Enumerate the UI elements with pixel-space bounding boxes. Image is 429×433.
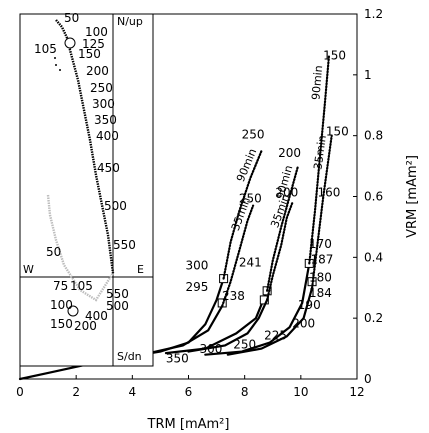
- inset-upper-label: 150: [78, 47, 101, 61]
- inset-lower-label: 550: [106, 287, 129, 301]
- inset-upper-label: 105: [34, 42, 57, 56]
- inset-lower-label: 75: [53, 279, 68, 293]
- series-line-10: [226, 286, 314, 356]
- temperature-label: 295: [185, 280, 208, 294]
- temperature-label: 150: [323, 49, 346, 63]
- inset-dot: [59, 69, 61, 71]
- inset-upper-label: 500: [104, 199, 127, 213]
- inset-lower-path: [46, 194, 115, 302]
- temperature-label: 241: [239, 255, 262, 269]
- x-tick-label: 6: [185, 385, 193, 399]
- inset-lower-label: 400: [85, 309, 108, 323]
- temperature-label: 300: [200, 342, 223, 356]
- inset-upper-label: 300: [92, 97, 115, 111]
- inset-lower-label: 105: [70, 279, 93, 293]
- x-tick-label: 2: [72, 385, 80, 399]
- temperature-label: 190: [298, 298, 321, 312]
- inset-lower-label: 200: [74, 319, 97, 333]
- series-line-1: [222, 149, 263, 280]
- y-tick-label: 0.4: [364, 250, 383, 264]
- y-tick-label: 0.8: [364, 129, 383, 143]
- series-line-8: [204, 262, 311, 356]
- temperature-label: 170: [309, 237, 332, 251]
- temperature-label: 350: [166, 351, 189, 365]
- temperature-label: 250: [233, 338, 256, 352]
- inset-label-east: E: [137, 263, 144, 276]
- series-line-11: [311, 134, 333, 289]
- x-axis-label: TRM [mAm²]: [147, 417, 230, 432]
- series-line-2: [148, 304, 224, 355]
- inset-upper-label: 125: [82, 37, 105, 51]
- y-axis-label: VRM [mAm²]: [405, 155, 420, 238]
- x-tick-label: 4: [129, 385, 137, 399]
- inset-upper-path: [55, 19, 115, 274]
- temperature-label: 180: [309, 271, 332, 285]
- inset-upper-label: 200: [86, 64, 109, 78]
- inset-frame: [19, 13, 154, 367]
- inset-upper-label: 400: [96, 129, 119, 143]
- inset-upper-label: 100: [85, 25, 108, 39]
- inset-lower-label: 150: [50, 317, 73, 331]
- inset-upper-label: 450: [97, 161, 120, 175]
- inset-upper-label: 350: [94, 113, 117, 127]
- inset-upper-label: 50: [64, 11, 79, 25]
- inset-dot: [54, 57, 56, 59]
- inset-lower-label: 100: [50, 298, 73, 312]
- inset-lower-label: 50: [46, 245, 61, 259]
- x-tick-label: 0: [16, 385, 24, 399]
- temperature-label: 200: [278, 146, 301, 160]
- series-label: 35min: [311, 134, 329, 170]
- inset-open-circle-lower: [67, 305, 79, 317]
- x-tick-label: 12: [349, 385, 364, 399]
- temperature-label: 200: [275, 186, 298, 200]
- temperature-label: 300: [185, 259, 208, 273]
- temperature-label: 150: [326, 125, 349, 139]
- inset-lower-label: 500: [106, 299, 129, 313]
- temperature-label: 225: [264, 328, 287, 342]
- inset-upper-label: 550: [113, 238, 136, 252]
- series-line-9: [308, 55, 330, 265]
- inset-label-down: S/dn: [117, 350, 142, 363]
- x-tick-label: 8: [241, 385, 249, 399]
- temperature-label: 187: [310, 252, 333, 266]
- series-label: 90min: [309, 65, 325, 101]
- temperature-label: 250: [242, 128, 265, 142]
- x-tick-label: 10: [293, 385, 308, 399]
- y-tick-label: 0: [364, 372, 372, 386]
- y-tick-label: 1.2: [364, 7, 383, 21]
- inset-open-circle: [64, 37, 76, 49]
- y-tick-label: 1: [364, 68, 372, 82]
- temperature-label: 200: [292, 316, 315, 330]
- temperature-label: 250: [239, 192, 262, 206]
- y-tick-label: 0.6: [364, 190, 383, 204]
- temperature-label: 238: [222, 289, 245, 303]
- series-line-5: [266, 165, 300, 292]
- inset-label-up: N/up: [117, 15, 143, 28]
- temperature-label: 160: [317, 186, 340, 200]
- series-line-6: [187, 298, 269, 353]
- inset-upper-label: 250: [90, 81, 113, 95]
- temperature-label: 184: [309, 286, 332, 300]
- inset-dot: [55, 64, 57, 66]
- y-tick-label: 0.2: [364, 311, 383, 325]
- series-line-3: [221, 204, 255, 308]
- inset-label-west: W: [23, 263, 34, 276]
- series-line-7: [266, 201, 294, 301]
